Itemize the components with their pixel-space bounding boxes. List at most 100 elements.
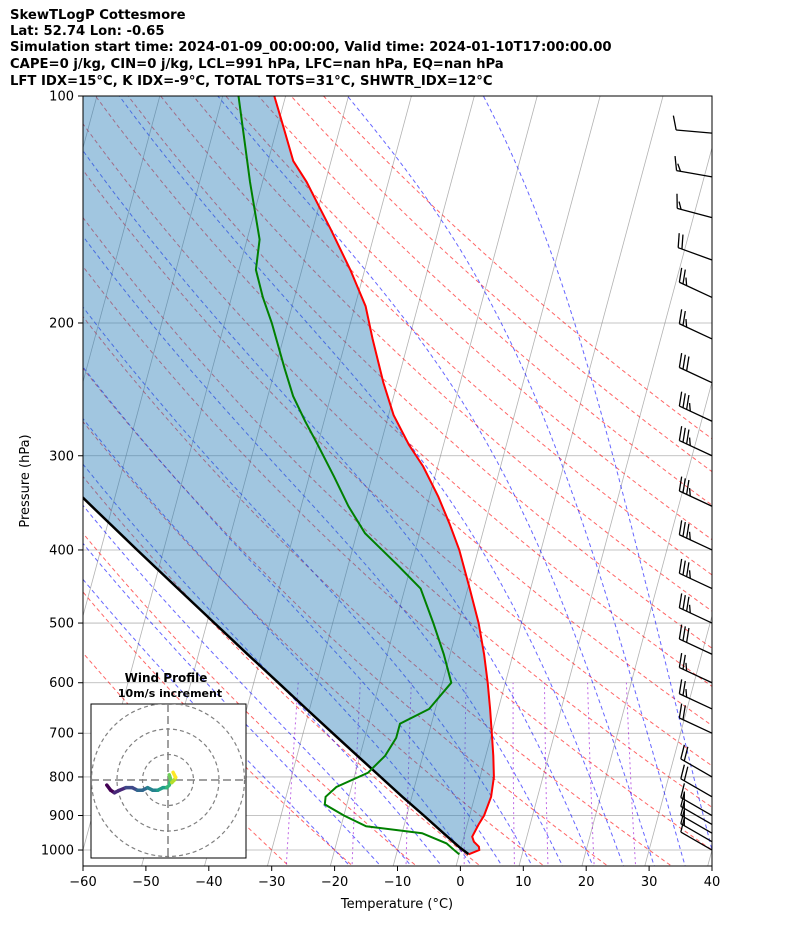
wind-barb-full <box>678 520 683 535</box>
chart-title: SkewTLogP Cottesmore <box>10 8 186 23</box>
dry-adiabat <box>192 96 712 576</box>
wind-barb-full <box>674 156 678 171</box>
isotherm-line <box>329 96 538 866</box>
mixing-ratio-line <box>463 682 467 866</box>
wind-barb <box>676 193 713 219</box>
wind-barb <box>678 391 713 422</box>
wind-barb-half <box>688 488 691 497</box>
wind-barb <box>680 817 713 851</box>
wind-barb-full <box>682 680 686 696</box>
wind-barb-full <box>685 562 690 577</box>
wind-barb-shaft <box>676 129 713 134</box>
wind-barb <box>678 624 713 655</box>
dry-adiabat <box>83 265 712 851</box>
location-line: Lat: 52.74 Lon: -0.65 <box>10 24 165 39</box>
wind-barb-full <box>682 354 686 370</box>
y-tick-label: 700 <box>49 727 74 742</box>
isotherm-line <box>392 96 601 866</box>
wind-barb <box>678 352 713 384</box>
wind-barb <box>680 744 713 778</box>
isotherm-line <box>707 848 712 866</box>
wind-barb-full <box>680 744 685 760</box>
dry-adiabat <box>127 96 712 649</box>
isotherm-line <box>455 96 664 866</box>
mixing-ratio-line <box>285 682 299 866</box>
wind-barb-full <box>685 479 690 495</box>
wind-barb-shaft <box>679 607 713 624</box>
moist-adiabat <box>83 366 503 866</box>
wind-barb-half <box>688 570 691 579</box>
moist-adiabat <box>83 578 351 866</box>
wind-barb <box>678 703 713 734</box>
parcel-profile-line <box>83 495 470 856</box>
wind-barb <box>674 156 713 178</box>
wind-barb-shaft <box>679 666 713 684</box>
wind-barb-half <box>688 437 691 446</box>
wind-barb-full <box>677 233 680 248</box>
wind-barb <box>680 783 713 817</box>
wind-barb-shaft <box>680 778 713 798</box>
wind-barb-full <box>681 234 684 250</box>
wind-barb-full <box>682 560 686 576</box>
wind-barb-full <box>678 426 683 441</box>
wind-barb-shaft <box>679 717 713 734</box>
y-tick-label: 300 <box>49 449 74 464</box>
wind-barb-full <box>685 429 690 445</box>
wind-barb-full <box>678 593 683 608</box>
wind-barb-half <box>688 604 691 613</box>
moist-adiabat <box>83 149 594 866</box>
wind-barb-full <box>682 626 686 641</box>
y-tick-label: 200 <box>49 316 74 331</box>
wind-barb-full <box>683 766 689 781</box>
wind-barb-shaft <box>679 638 713 655</box>
x-tick-label: 10 <box>515 875 532 890</box>
hodograph-trace <box>171 770 178 780</box>
moist-adiabat <box>482 96 712 853</box>
wind-barb-shaft <box>679 366 713 384</box>
wind-barb-shaft <box>679 281 713 299</box>
wind-barb <box>678 267 713 299</box>
y-tick-label: 1000 <box>41 844 74 859</box>
wind-barb-shaft <box>680 814 713 834</box>
temperature-line <box>273 96 495 856</box>
dry-adiabat <box>83 420 545 866</box>
wind-barb-half <box>677 163 682 172</box>
wind-barb-full <box>682 269 686 285</box>
wind-barb-full <box>685 523 690 539</box>
wind-barb-half <box>688 403 691 412</box>
stability-indices: LFT IDX=15°C, K IDX=-9°C, TOTAL TOTS=31°… <box>10 74 493 89</box>
wind-barb-full <box>682 427 686 443</box>
mixing-ratio-line <box>587 682 595 866</box>
wind-barb <box>678 653 713 684</box>
mixing-ratio-line <box>512 682 515 866</box>
wind-barb-full <box>685 394 690 410</box>
y-tick-label: 500 <box>49 617 74 632</box>
dry-adiabat <box>323 96 712 440</box>
wind-barb-full <box>678 558 683 574</box>
wind-barb-shaft <box>679 490 713 507</box>
mixing-ratio-line <box>351 682 361 866</box>
dry-adiabat <box>83 169 712 767</box>
wind-barb-full <box>678 352 683 368</box>
wind-barb-full <box>682 393 686 408</box>
wind-barb-shaft <box>679 693 713 710</box>
wind-barb-half <box>688 531 691 540</box>
wind-barb-full <box>682 521 686 537</box>
dry-adiabat <box>83 591 354 866</box>
x-tick-label: −50 <box>132 875 159 890</box>
wind-barb-shaft <box>677 247 713 261</box>
wind-barb-full <box>680 783 685 798</box>
isotherm-line <box>83 96 161 384</box>
x-tick-label: 40 <box>704 875 721 890</box>
moist-adiabat <box>346 96 686 866</box>
wind-barb-shaft <box>677 207 713 219</box>
moist-adiabat <box>217 96 655 866</box>
wind-barb <box>678 679 713 710</box>
dry-adiabat <box>83 216 712 808</box>
wind-barb <box>678 426 713 457</box>
hodograph-subtitle: 10m/s increment <box>118 687 222 700</box>
moist-adiabat <box>83 542 382 866</box>
x-tick-label: 20 <box>578 875 595 890</box>
wind-barb <box>680 764 713 798</box>
